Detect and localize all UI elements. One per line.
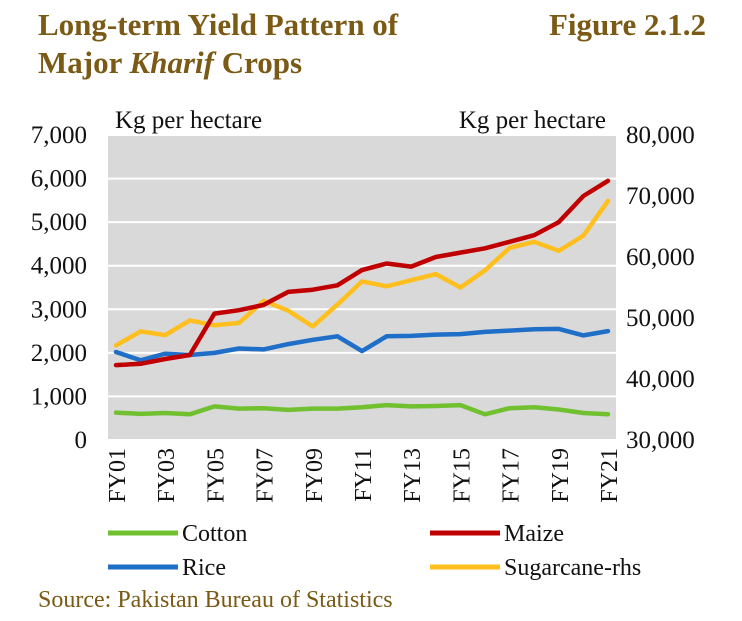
series-lines (113, 178, 611, 417)
left-tick-label: 1,000 (31, 383, 87, 410)
x-tick-label: FY19 (548, 448, 574, 503)
legend-label: Sugarcane-rhs (504, 555, 641, 581)
legend-label: Maize (504, 521, 564, 547)
x-axis-ticks: FY01 FY03 FY05 FY07 FY09 FY11 FY13 FY15 FY17 FY19… (105, 448, 623, 503)
series-line-sugarcane-rhs (113, 198, 611, 348)
x-tick-label: FY17 (499, 448, 525, 503)
right-tick-label: 80,000 (626, 122, 695, 149)
series-line-rice (113, 326, 611, 363)
series-line-maize (113, 178, 611, 368)
left-tick-label: 2,000 (31, 340, 87, 367)
source-note: Source: Pakistan Bureau of Statistics (38, 587, 393, 613)
left-tick-label: 4,000 (31, 253, 87, 280)
left-tick-label: 6,000 (31, 166, 87, 193)
left-axis-ticks: 0 1,000 2,000 3,000 4,000 5,000 6,000 7,000 (31, 122, 87, 454)
x-tick-label: FY13 (400, 448, 426, 503)
title-line-2: Major Kharif Crops (38, 45, 303, 80)
x-tick-label: FY07 (253, 448, 279, 503)
x-tick-label: FY05 (203, 448, 229, 503)
legend-label: Cotton (182, 521, 247, 547)
right-tick-label: 60,000 (626, 244, 695, 271)
x-tick-label: FY01 (105, 448, 131, 503)
title-line-1: Long-term Yield Pattern of (38, 7, 399, 42)
legend: Cotton Maize Rice Sugarcane-rhs (108, 521, 641, 581)
x-tick-label: FY21 (597, 448, 623, 503)
left-tick-label: 0 (75, 427, 88, 454)
x-tick-label: FY09 (302, 448, 328, 503)
left-tick-label: 7,000 (31, 122, 87, 149)
right-axis-ticks: 30,000 40,000 50,000 60,000 70,000 80,000 (626, 122, 695, 454)
figure-number: Figure 2.1.2 (549, 7, 706, 42)
right-tick-label: 30,000 (626, 427, 695, 454)
legend-label: Rice (182, 555, 226, 581)
right-axis-label: Kg per hectare (459, 107, 606, 134)
right-tick-label: 50,000 (626, 305, 695, 332)
right-tick-label: 70,000 (626, 183, 695, 210)
plot-area (108, 135, 616, 440)
left-tick-label: 5,000 (31, 209, 87, 236)
x-tick-label: FY11 (351, 448, 377, 502)
x-tick-label: FY03 (154, 448, 180, 503)
left-axis-label: Kg per hectare (115, 107, 262, 134)
x-tick-label: FY15 (449, 448, 475, 503)
right-tick-label: 40,000 (626, 366, 695, 393)
series-line-cotton (113, 402, 611, 417)
chart-title: Long-term Yield Pattern of Major Kharif … (38, 6, 398, 82)
left-tick-label: 3,000 (31, 296, 87, 323)
